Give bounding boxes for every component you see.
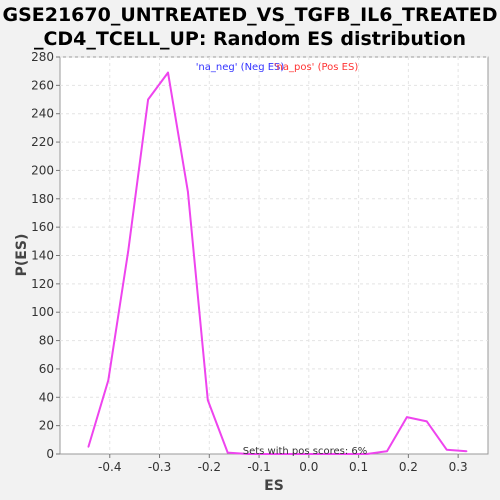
y-tick-label: 60 [39, 362, 54, 376]
data-point [127, 250, 129, 253]
chart-title: GSE21670_UNTREATED_VS_TGFB_IL6_TREATED _… [0, 0, 500, 51]
data-point [286, 453, 289, 455]
data-point [167, 71, 169, 74]
y-tick-label: 240 [31, 107, 54, 121]
x-axis-ticks: -0.4 -0.3 -0.2 -0.1 0.0 0.1 0.2 0.3 [98, 454, 468, 474]
x-tick-label: 0.3 [449, 460, 468, 474]
series-layer [87, 71, 468, 455]
data-point [346, 453, 348, 455]
legend-entry-pos: 'na_pos' (Pos ES) [274, 62, 359, 73]
data-point [246, 453, 249, 455]
data-point [87, 446, 90, 448]
es-distribution-line [87, 71, 467, 455]
x-tick-label: 0.2 [399, 460, 418, 474]
data-point [207, 399, 209, 401]
data-point [366, 453, 368, 455]
x-tick-label: 0.1 [349, 460, 368, 474]
data-point [266, 453, 269, 455]
data-point [465, 450, 468, 452]
x-tick-label: 0.0 [299, 460, 318, 474]
y-axis-ticks: 0 20 40 60 80 100 120 140 160 180 200 220 240 260 280 [31, 50, 60, 461]
pos-scores-annotation: Sets with pos scores: 6% [243, 446, 368, 457]
legend: 'na_neg' (Neg ES)'na_pos' (Pos ES) [196, 62, 359, 73]
y-tick-label: 220 [31, 135, 54, 149]
y-tick-label: 200 [31, 163, 54, 177]
y-tick-label: 100 [31, 305, 54, 319]
legend-entry-neg: 'na_neg' (Neg ES) [196, 62, 285, 73]
chart-title-line1: GSE21670_UNTREATED_VS_TGFB_IL6_TREATED [2, 4, 498, 26]
x-tick-label: -0.1 [247, 460, 270, 474]
grid-lines [60, 56, 488, 454]
data-point [445, 448, 448, 451]
data-point [425, 420, 428, 423]
y-axis-label: P(ES) [14, 234, 30, 277]
y-tick-label: 160 [31, 220, 54, 234]
data-point [306, 453, 309, 455]
x-axis-label: ES [264, 478, 284, 494]
y-tick-label: 280 [31, 50, 54, 64]
data-point [326, 453, 329, 455]
y-tick-label: 180 [31, 192, 54, 206]
chart-title-line2: _CD4_TCELL_UP: Random ES distribution [33, 28, 467, 50]
data-point [406, 416, 408, 418]
y-tick-label: 80 [39, 334, 54, 348]
y-tick-label: 120 [31, 277, 54, 291]
data-point [226, 451, 229, 454]
data-point [107, 379, 110, 382]
x-tick-label: -0.3 [148, 460, 171, 474]
y-tick-label: 20 [39, 419, 54, 433]
y-tick-label: 0 [46, 447, 54, 461]
data-point [386, 450, 388, 452]
data-point [187, 190, 189, 193]
x-tick-label: -0.4 [98, 460, 121, 474]
y-tick-label: 40 [39, 390, 54, 404]
y-tick-label: 260 [31, 78, 54, 92]
x-tick-label: -0.2 [198, 460, 221, 474]
data-point [147, 98, 149, 101]
plot-area [59, 56, 489, 455]
y-tick-label: 140 [31, 249, 54, 263]
